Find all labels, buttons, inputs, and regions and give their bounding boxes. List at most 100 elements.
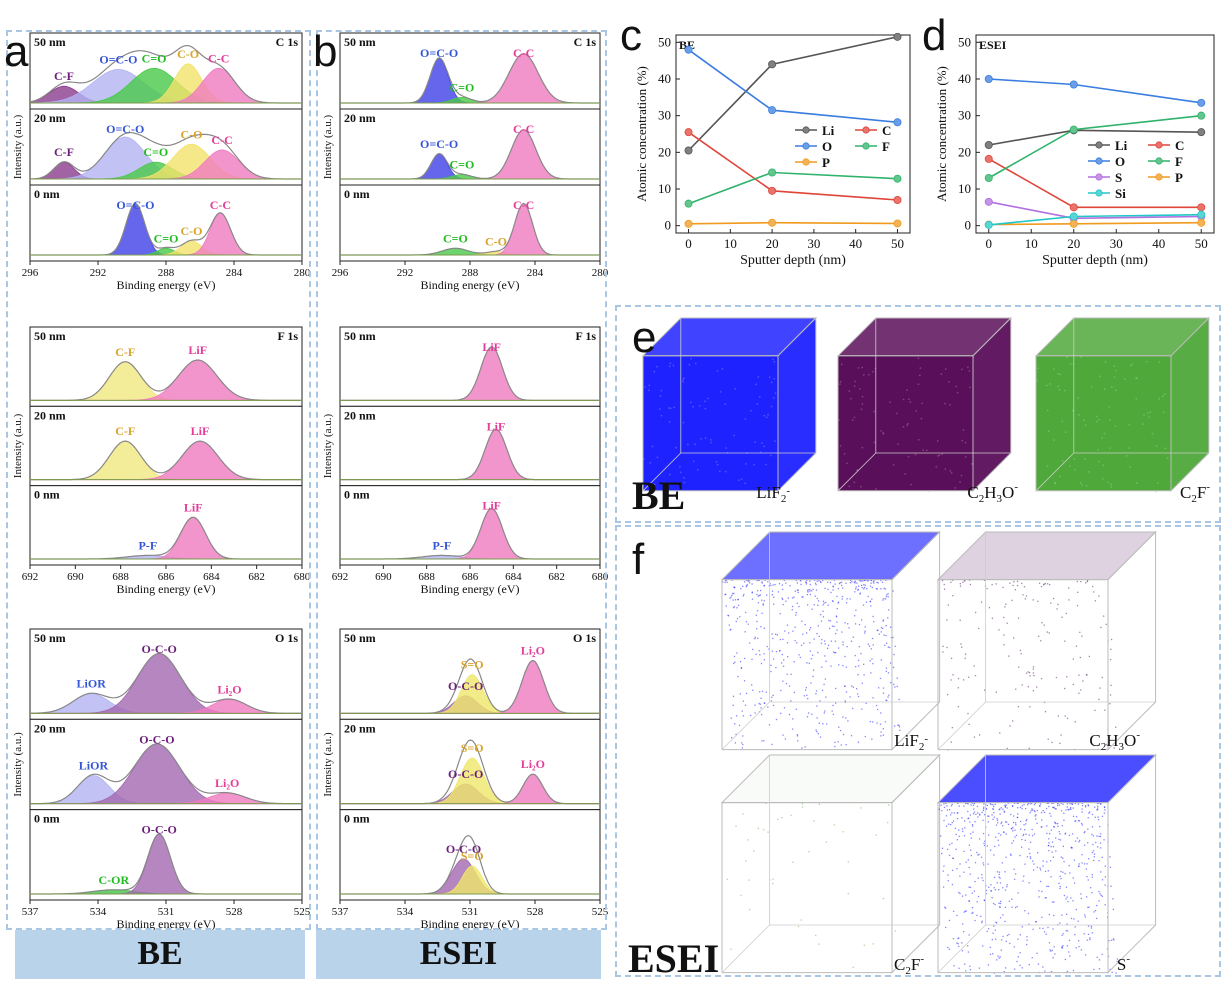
- cube-speckle: [887, 593, 889, 595]
- cube-speckle: [816, 597, 819, 600]
- cube-speckle: [1166, 457, 1169, 459]
- xps-tick-label: 537: [332, 906, 349, 918]
- cube-speckle: [1047, 926, 1049, 929]
- tof-cube-LiF2-: [641, 316, 818, 493]
- cube-speckle: [842, 587, 844, 589]
- cube-speckle: [807, 604, 809, 606]
- cube-speckle: [772, 882, 774, 885]
- cube-speckle: [1102, 615, 1105, 617]
- cube-speckle: [1080, 897, 1082, 900]
- cube-speckle: [857, 674, 859, 676]
- cube-speckle: [879, 677, 882, 680]
- cube-speckle: [824, 710, 826, 712]
- tof-ion-part: 2: [979, 493, 985, 505]
- cube-speckle: [1059, 373, 1062, 376]
- cube-speckle: [804, 689, 807, 691]
- cube-speckle: [998, 876, 1000, 878]
- cube-speckle: [872, 644, 874, 646]
- panel-e-frame: [615, 305, 1221, 523]
- cube-speckle: [869, 600, 871, 603]
- cube-speckle: [950, 741, 952, 743]
- cube-speckle: [948, 948, 950, 950]
- cube-speckle: [1036, 952, 1038, 954]
- cube-speckle: [773, 378, 775, 380]
- cube-speckle: [1059, 839, 1062, 841]
- cube-speckle: [1058, 882, 1060, 885]
- cube-speckle: [950, 805, 953, 807]
- cube-face-top: [643, 318, 816, 356]
- cube-speckle: [1043, 584, 1045, 586]
- cube-speckle: [964, 820, 966, 822]
- xps-tick-label: 288: [462, 267, 479, 279]
- cube-speckle: [938, 808, 940, 810]
- footer-be: BE: [15, 930, 305, 979]
- cube-speckle: [1004, 606, 1006, 608]
- cube-speckle: [989, 946, 992, 949]
- cube-speckle: [946, 619, 948, 621]
- cube-speckle: [769, 583, 771, 585]
- cube-speckle: [1075, 815, 1078, 818]
- cube-speckle: [881, 627, 884, 630]
- cube-speckle: [1019, 649, 1021, 652]
- cube-speckle: [1029, 803, 1031, 805]
- cube-speckle: [987, 821, 989, 823]
- cube-speckle: [978, 813, 981, 815]
- cube-speckle: [760, 697, 762, 699]
- cube-speckle: [815, 693, 817, 695]
- cube-speckle: [859, 580, 862, 582]
- cube-speckle: [830, 640, 832, 642]
- xps-peak-label: O-C-O: [142, 823, 177, 837]
- cube-speckle: [1041, 622, 1043, 624]
- cube-speckle: [993, 854, 995, 856]
- cube-speckle: [806, 593, 809, 596]
- tof-ion-part: -: [920, 953, 924, 965]
- tof-ion-part: 3: [1119, 741, 1125, 753]
- legend-marker: [1155, 157, 1163, 165]
- cube-speckle: [812, 675, 814, 678]
- cube-speckle: [648, 389, 650, 392]
- cube-speckle: [896, 685, 898, 688]
- cube-speckle: [1110, 486, 1113, 488]
- cube-speckle: [946, 805, 948, 807]
- cube-speckle: [893, 683, 895, 686]
- cube-speckle: [1000, 900, 1002, 903]
- cube-speckle: [863, 663, 865, 665]
- tof-ion-label: S-: [1117, 953, 1130, 974]
- cube-speckle: [1143, 414, 1145, 416]
- cube-speckle: [870, 605, 872, 607]
- cube-speckle: [870, 672, 872, 674]
- cube-speckle: [1048, 805, 1050, 808]
- cube-speckle: [854, 380, 856, 383]
- cube-speckle: [878, 687, 880, 689]
- cube-speckle: [890, 637, 893, 639]
- cube-speckle: [1128, 447, 1130, 449]
- cube-speckle: [980, 856, 983, 858]
- cube-speckle: [757, 602, 760, 604]
- cube-speckle: [1037, 600, 1039, 602]
- cube-speckle: [1142, 423, 1144, 425]
- cube-speckle: [1021, 582, 1023, 585]
- data-point-Li: [768, 60, 777, 69]
- cube-speckle: [788, 685, 791, 687]
- cube-speckle: [887, 696, 889, 698]
- cube-speckle: [858, 623, 861, 626]
- cube-speckle: [1070, 806, 1072, 809]
- cube-speckle: [786, 642, 789, 644]
- cube-speckle: [952, 595, 954, 597]
- cube-speckle: [1015, 834, 1018, 837]
- cube-speckle: [735, 620, 737, 623]
- cube-speckle: [972, 804, 975, 806]
- cube-speckle: [800, 644, 803, 646]
- cube-speckle: [736, 617, 739, 620]
- cube-speckle: [873, 410, 875, 413]
- cube-speckle: [1060, 856, 1062, 858]
- cube-speckle: [871, 738, 873, 740]
- cube-speckle: [817, 625, 819, 627]
- cube-speckle: [873, 582, 875, 584]
- cube-speckle: [771, 590, 774, 592]
- cube-speckle: [994, 845, 996, 848]
- cube-speckle: [1012, 821, 1015, 824]
- cube-speckle: [875, 488, 877, 490]
- cube-speckle: [745, 579, 747, 581]
